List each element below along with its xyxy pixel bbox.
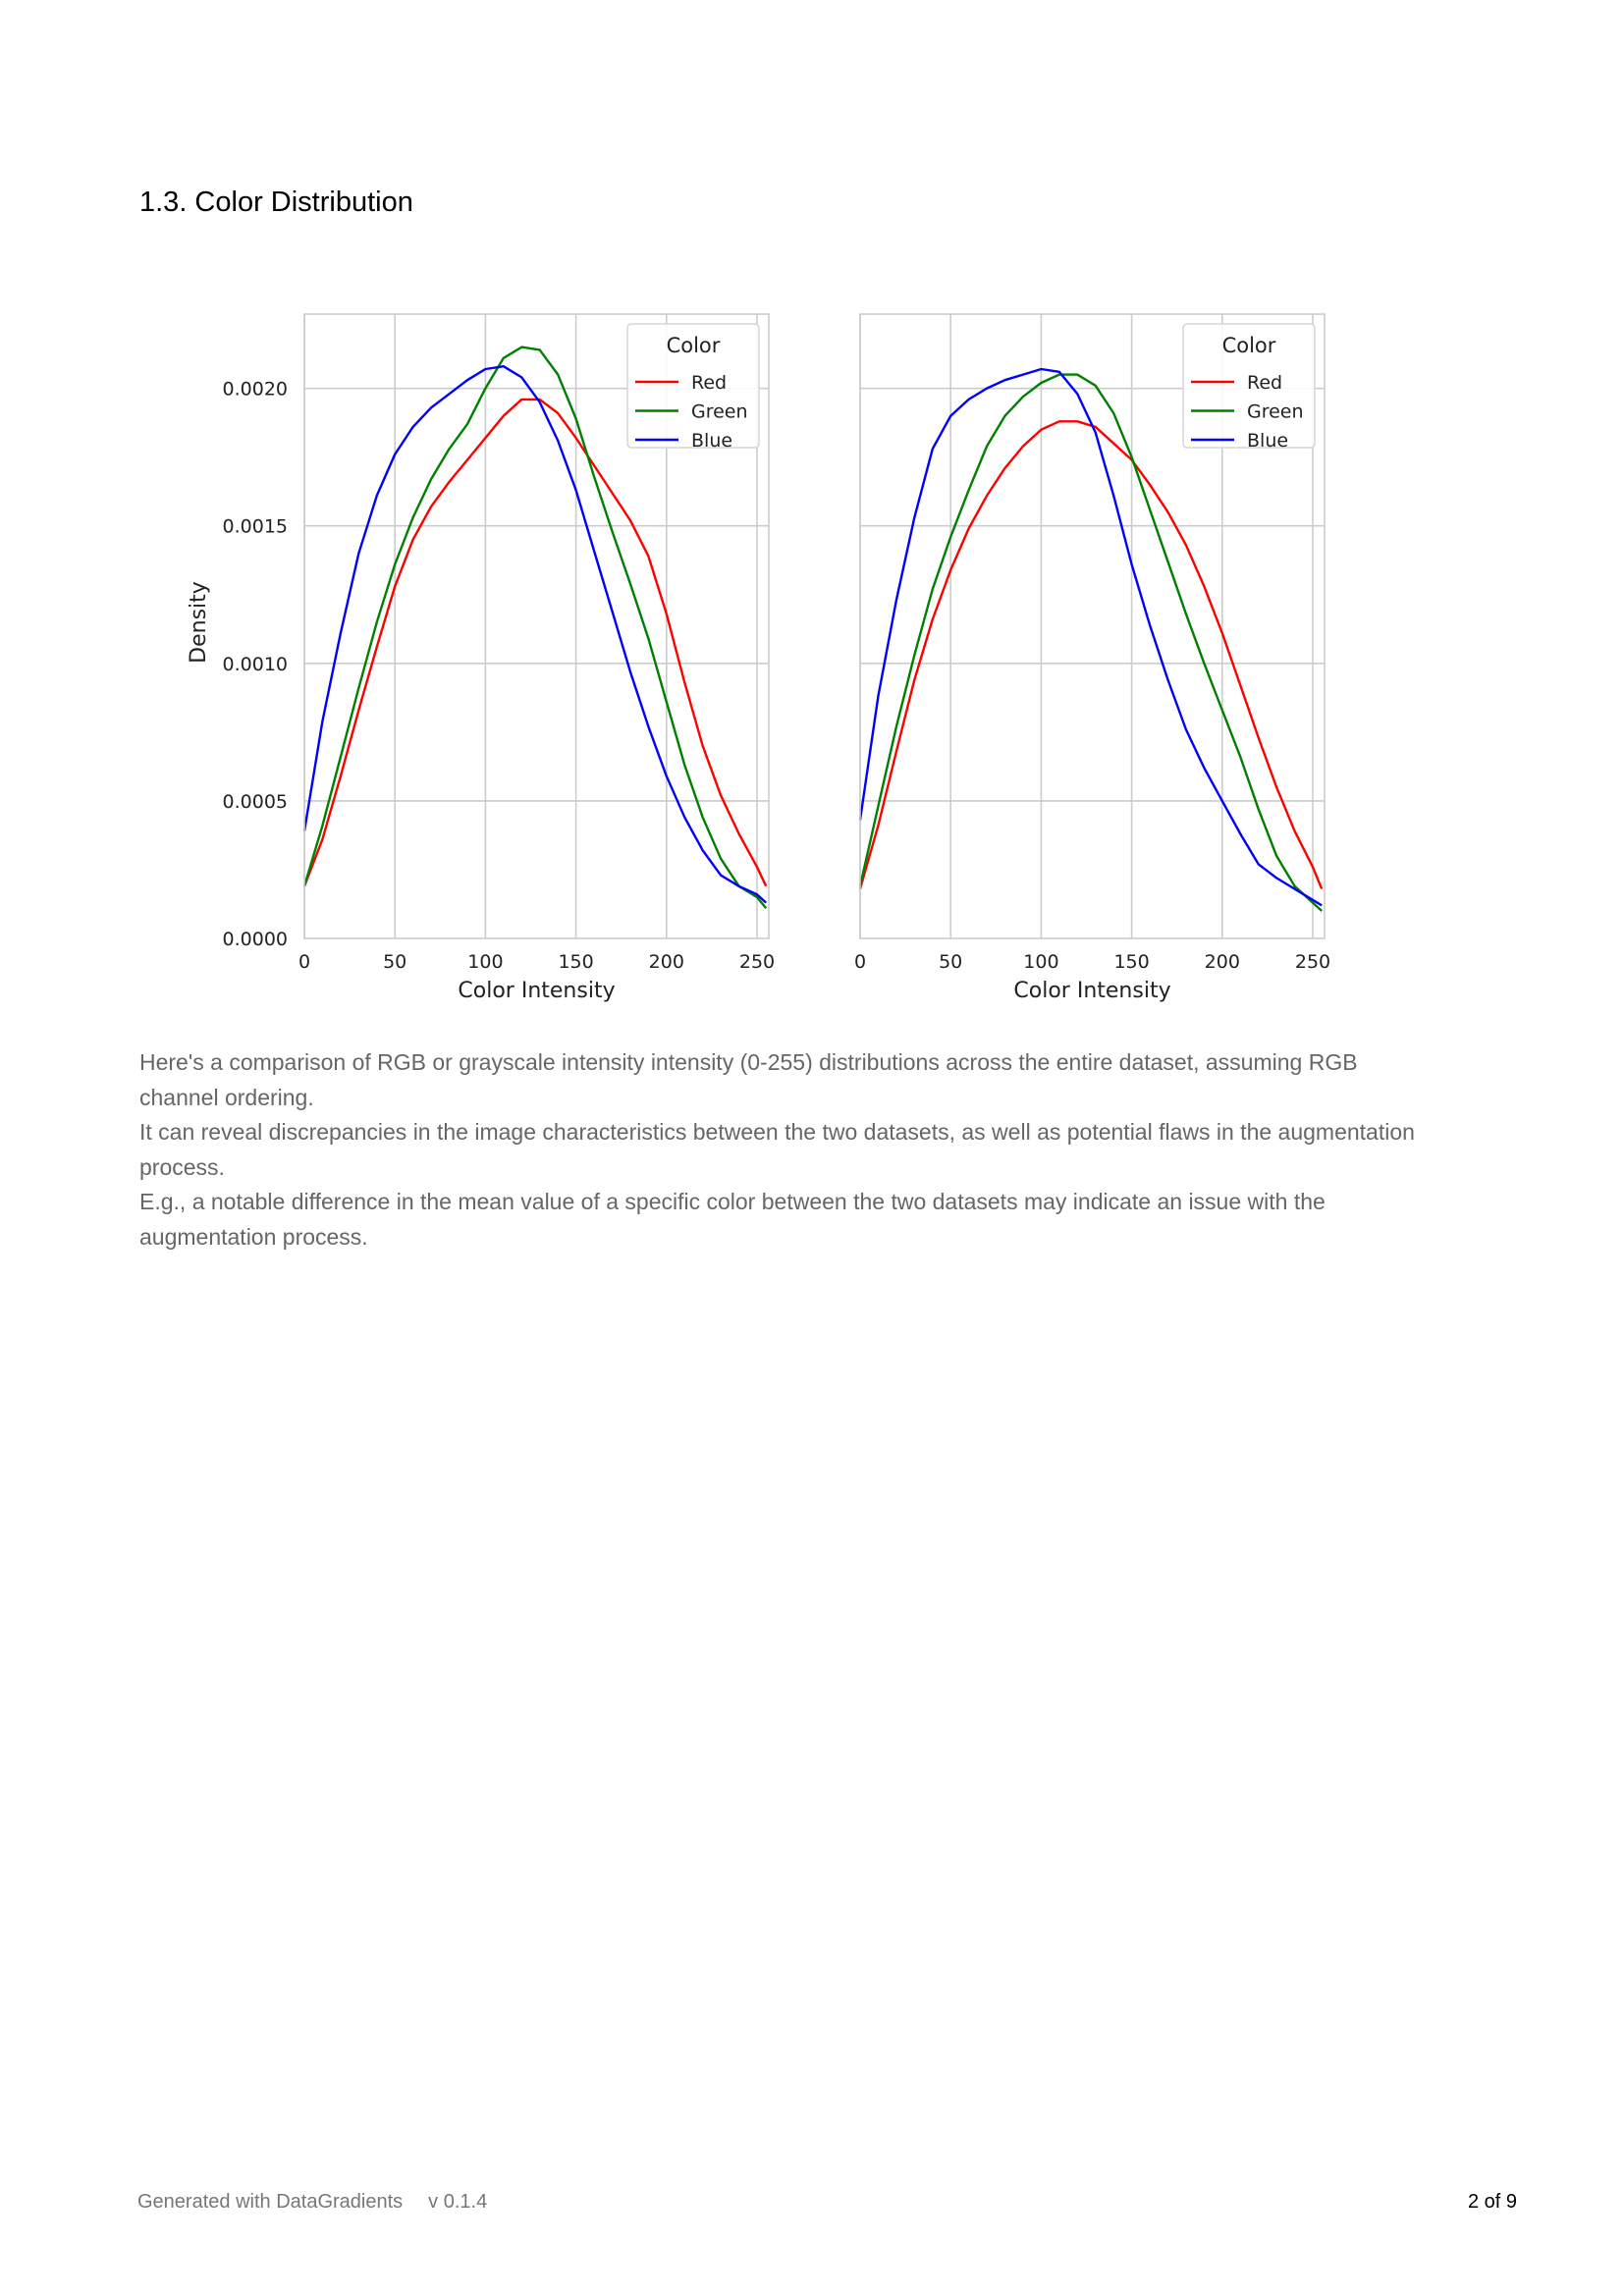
chart1-y-tick-label: 0.0010 (223, 654, 288, 675)
chart1-y-tick-label: 0.0020 (223, 379, 288, 400)
chart2-x-tick-label: 200 (1205, 951, 1240, 973)
chart1-x-axis-label: Color Intensity (458, 979, 615, 1003)
chart2-frame (859, 313, 1326, 939)
chart1-x-tick-label: 250 (739, 951, 775, 973)
chart2-x-tick-label: 100 (1023, 951, 1058, 973)
chart2-legend-label-blue: Blue (1247, 430, 1288, 452)
chart1-legend-label-blue: Blue (691, 430, 732, 452)
chart1-series-blue (302, 365, 768, 904)
description-line-2: It can reveal discrepancies in the image… (139, 1119, 1415, 1180)
chart1-series-green (302, 346, 768, 909)
description-line-3: E.g., a notable difference in the mean v… (139, 1189, 1326, 1250)
chart1-x-tick-label: 0 (298, 951, 310, 973)
chart1-y-axis-label: Density (187, 581, 211, 664)
chart1-legend-title: Color (667, 334, 721, 357)
chart1-x-tick-label: 50 (383, 951, 406, 973)
chart1-y-tick-label: 0.0005 (223, 791, 288, 813)
chart2-series-blue (858, 367, 1323, 907)
chart1-frame (303, 313, 770, 939)
description: Here's a comparison of RGB or grayscale … (139, 1045, 1435, 1255)
chart1-y-tick-label: 0.0015 (223, 516, 288, 538)
footer-version: v 0.1.4 (428, 2191, 488, 2213)
chart2-series-red (858, 420, 1324, 890)
footer-generator-label: Generated with DataGradients (137, 2191, 404, 2213)
chart1-y-tick-label: 0.0000 (223, 929, 288, 950)
chart1-x-tick-label: 100 (467, 951, 503, 973)
page-number: 2 of 9 (1467, 2191, 1517, 2213)
chart2-series-green (858, 373, 1324, 912)
chart1-x-tick-label: 150 (558, 951, 593, 973)
chart1-series-red (302, 398, 768, 887)
chart1-x-tick-label: 200 (649, 951, 684, 973)
chart2-x-tick-label: 250 (1295, 951, 1330, 973)
chart2-x-axis-label: Color Intensity (1013, 979, 1170, 1003)
chart2-legend-title: Color (1222, 334, 1276, 357)
chart2-x-tick-label: 150 (1113, 951, 1149, 973)
chart2-legend-box (1182, 323, 1316, 449)
chart1-legend-label-red: Red (691, 372, 727, 394)
chart2-legend-label-red: Red (1247, 372, 1282, 394)
description-line-1: Here's a comparison of RGB or grayscale … (139, 1049, 1358, 1110)
section-title: 1.3. Color Distribution (139, 187, 413, 218)
chart1-legend-box (626, 323, 760, 449)
chart2-x-tick-label: 0 (854, 951, 866, 973)
color-distribution-figure: 0 50 100 150 200 250 Color Intensity 0.0000 0.00… (187, 313, 1330, 1003)
chart2-legend-label-green: Green (1247, 401, 1304, 423)
chart1-legend-label-green: Green (691, 401, 748, 423)
footer-generated: Generated with DataGradients v 0.1.4 (137, 2191, 487, 2214)
chart2-x-tick-label: 50 (939, 951, 962, 973)
